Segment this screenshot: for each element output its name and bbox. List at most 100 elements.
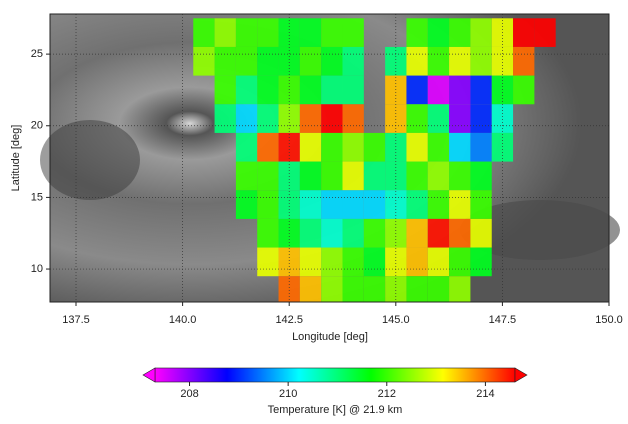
cell	[300, 76, 321, 105]
cell	[428, 162, 449, 191]
cell	[449, 190, 470, 219]
cell	[236, 47, 257, 76]
cell	[428, 248, 449, 277]
y-tick-label: 25	[31, 48, 43, 60]
colorbar-tick-label: 214	[476, 388, 494, 400]
cell	[321, 190, 342, 219]
colorbar-extend-low	[143, 368, 155, 382]
cell	[449, 76, 470, 105]
cell	[193, 47, 214, 76]
colorbar-tick-label: 210	[279, 388, 297, 400]
cell	[321, 276, 342, 305]
cell	[215, 47, 236, 76]
cell	[449, 104, 470, 133]
cell	[193, 18, 214, 47]
cell	[236, 104, 257, 133]
cell	[406, 76, 427, 105]
cell	[406, 219, 427, 248]
page: {"chart_data": {"type": "heatmap", "x_la…	[0, 0, 628, 419]
cell	[257, 18, 278, 47]
y-tick-label: 20	[31, 120, 43, 132]
x-tick-label: 142.5	[275, 314, 303, 326]
cell	[364, 162, 385, 191]
cell	[236, 190, 257, 219]
cell	[406, 18, 427, 47]
cell	[321, 248, 342, 277]
colorbar-tick-label: 208	[180, 388, 198, 400]
cell	[513, 47, 534, 76]
cell	[343, 219, 364, 248]
cell	[470, 104, 491, 133]
cell	[406, 190, 427, 219]
cell	[300, 248, 321, 277]
cell	[406, 47, 427, 76]
x-tick-label: 145.0	[382, 314, 410, 326]
cell	[257, 219, 278, 248]
cell	[236, 162, 257, 191]
cell	[470, 219, 491, 248]
x-tick-label: 150.0	[595, 314, 623, 326]
y-tick-label: 15	[31, 191, 43, 203]
cell	[449, 47, 470, 76]
cell	[343, 47, 364, 76]
cell	[364, 219, 385, 248]
cell	[343, 133, 364, 162]
cell	[513, 76, 534, 105]
cell	[428, 133, 449, 162]
cell	[428, 47, 449, 76]
cell	[343, 18, 364, 47]
cell	[449, 219, 470, 248]
cell	[300, 47, 321, 76]
x-axis-label: Longitude [deg]	[292, 331, 368, 343]
cell	[364, 276, 385, 305]
cell	[470, 18, 491, 47]
cell	[215, 18, 236, 47]
cell	[364, 248, 385, 277]
y-axis-label: Latitude [deg]	[10, 125, 22, 192]
cell	[449, 248, 470, 277]
cell	[343, 248, 364, 277]
cell	[300, 133, 321, 162]
cell	[364, 133, 385, 162]
cell	[470, 162, 491, 191]
cell	[343, 104, 364, 133]
cell	[236, 76, 257, 105]
cell	[300, 104, 321, 133]
cell	[449, 18, 470, 47]
cell	[428, 190, 449, 219]
cell	[215, 104, 236, 133]
cell	[236, 133, 257, 162]
cell	[257, 47, 278, 76]
cell	[364, 190, 385, 219]
cell	[406, 133, 427, 162]
cell	[343, 190, 364, 219]
cell	[321, 104, 342, 133]
cell	[321, 18, 342, 47]
cell	[236, 18, 257, 47]
cell	[406, 276, 427, 305]
cell	[257, 104, 278, 133]
cell	[300, 18, 321, 47]
cell	[215, 76, 236, 105]
cell	[470, 248, 491, 277]
cell	[300, 276, 321, 305]
cell	[406, 248, 427, 277]
x-tick-label: 137.5	[62, 314, 90, 326]
chart: Longitude [deg] Latitude [deg] Temperatu…	[0, 0, 628, 419]
cell	[257, 190, 278, 219]
cell	[428, 219, 449, 248]
cell	[321, 47, 342, 76]
cell	[321, 133, 342, 162]
cell	[343, 76, 364, 105]
colorbar-extend-high	[515, 368, 527, 382]
cell	[406, 104, 427, 133]
cell	[449, 133, 470, 162]
cloud-shadow	[40, 120, 140, 200]
cell	[257, 76, 278, 105]
cell	[428, 104, 449, 133]
cell	[343, 276, 364, 305]
cell	[470, 76, 491, 105]
x-tick-label: 140.0	[169, 314, 197, 326]
cell	[257, 248, 278, 277]
cell	[470, 47, 491, 76]
